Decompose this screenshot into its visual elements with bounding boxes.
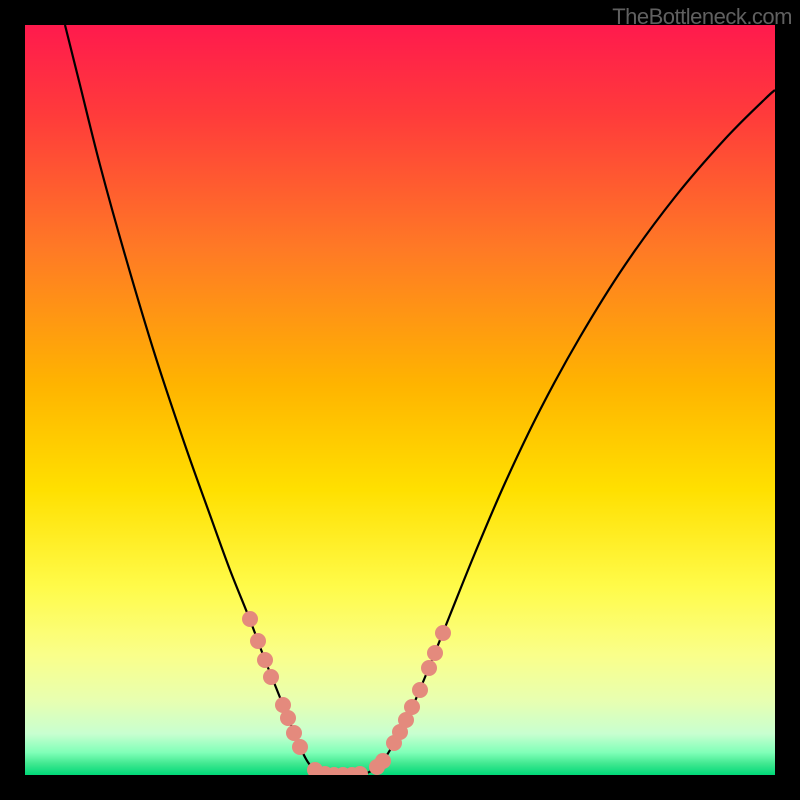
data-marker [263, 669, 279, 685]
data-marker [404, 699, 420, 715]
plot-area [25, 25, 775, 775]
data-marker [280, 710, 296, 726]
gradient-background [25, 25, 775, 775]
data-marker [292, 739, 308, 755]
data-marker [375, 753, 391, 769]
data-marker [242, 611, 258, 627]
data-marker [412, 682, 428, 698]
data-marker [427, 645, 443, 661]
data-marker [421, 660, 437, 676]
data-marker [257, 652, 273, 668]
data-marker [250, 633, 266, 649]
data-marker [435, 625, 451, 641]
watermark-text: TheBottleneck.com [612, 4, 792, 30]
data-marker [286, 725, 302, 741]
plot-svg [25, 25, 775, 775]
